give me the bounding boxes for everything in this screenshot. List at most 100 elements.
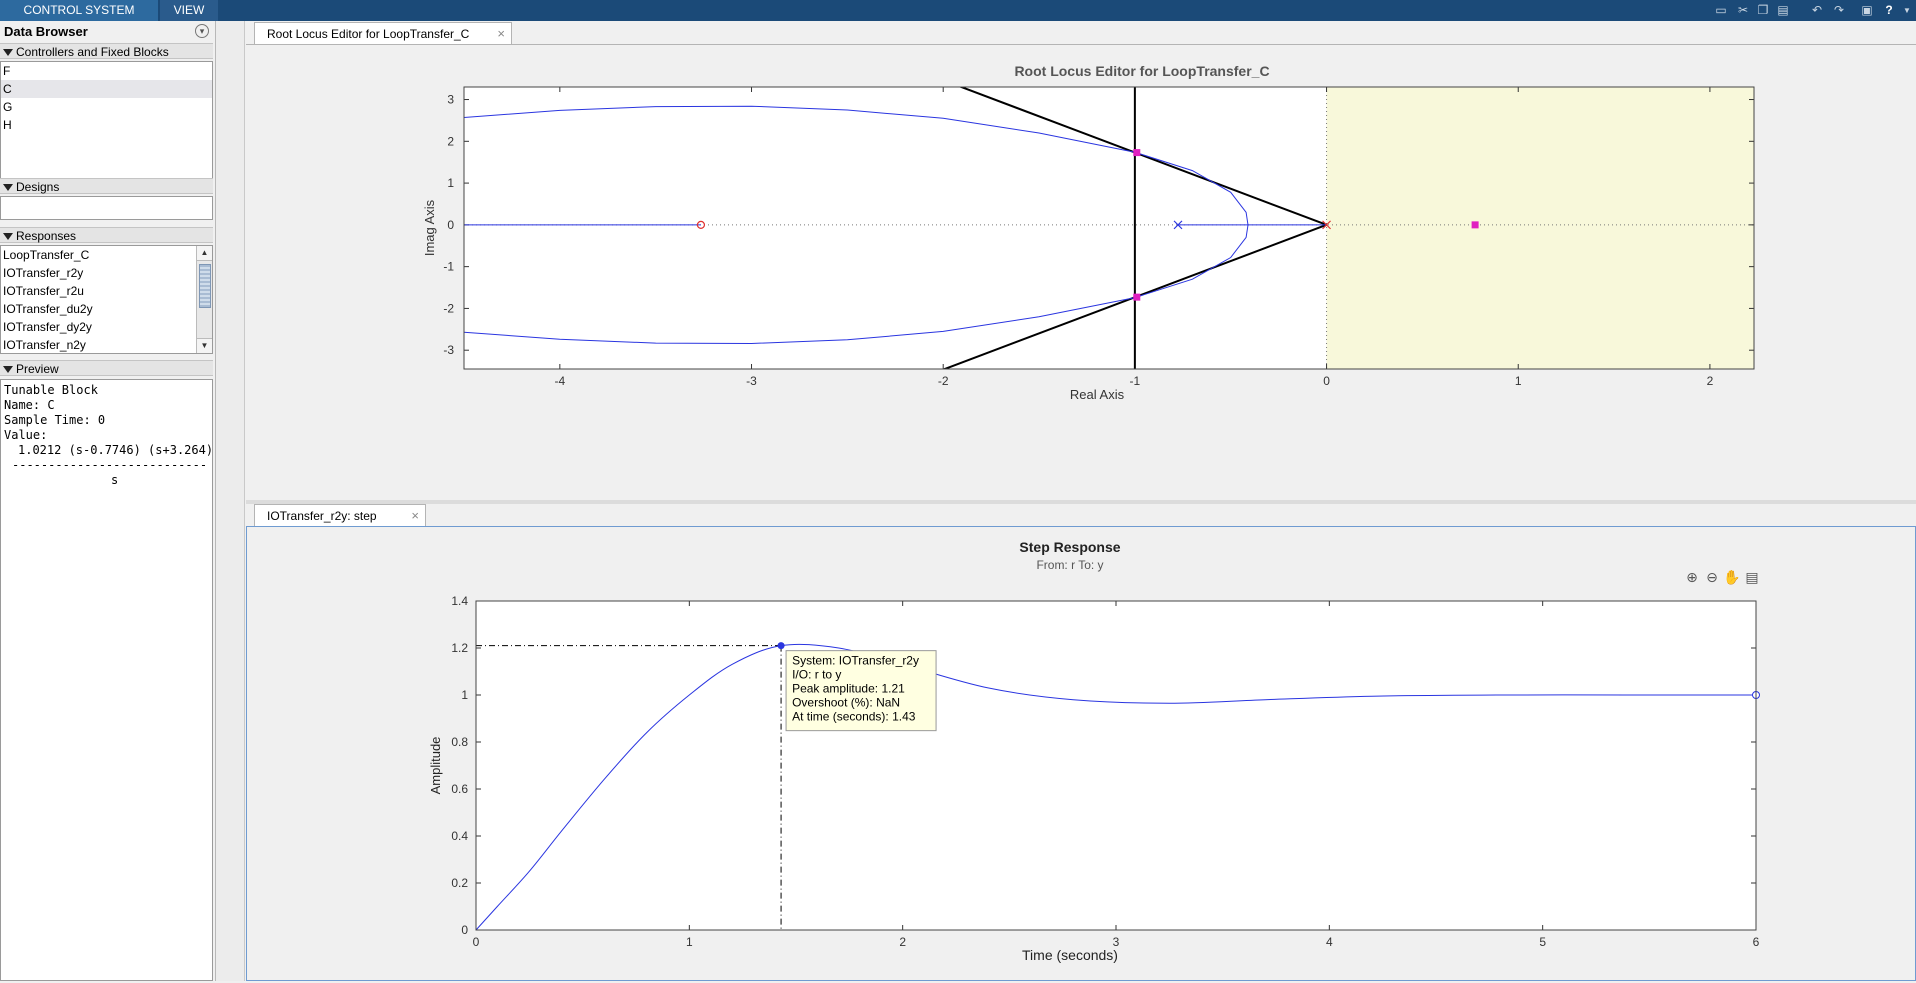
y-axis-label: Amplitude [428,737,443,795]
x-tick-label: -1 [1130,374,1141,388]
x-tick-label: 2 [899,935,906,949]
peak-marker [777,642,785,650]
y-tick-label: 1.2 [451,641,468,655]
y-tick-label: -3 [443,343,454,357]
list-item[interactable]: IOTransfer_dy2y [3,320,92,334]
closed-loop-pole-marker [1133,293,1141,301]
y-tick-label: 2 [447,134,454,148]
damping-constraint-line [958,87,1327,226]
pane-splitter[interactable] [246,500,1916,504]
copy-icon[interactable]: ❐ [1757,3,1769,17]
dropdown-icon[interactable]: ▼ [1903,6,1911,15]
x-tick-label: 3 [1113,935,1120,949]
plot-frame [463,86,1755,370]
tab-step-label: IOTransfer_r2y: step [267,509,377,523]
print-icon[interactable]: ▣ [1861,3,1873,17]
x-tick-label: -2 [938,374,949,388]
paste-icon[interactable]: ▤ [1777,3,1789,17]
closed-loop-pole-marker [1471,221,1479,229]
tab-step-response[interactable]: IOTransfer_r2y: step × [254,504,426,526]
responses-scrollbar[interactable]: ▲ ▼ [196,246,212,353]
chart-title: Root Locus Editor for LoopTransfer_C [1014,63,1269,79]
list-item[interactable]: F [3,64,11,78]
tab-control-system[interactable]: CONTROL SYSTEM [0,0,158,21]
preview-panel: Tunable Block Name: C Sample Time: 0 Val… [0,379,213,981]
tab-root-locus-label: Root Locus Editor for LoopTransfer_C [267,27,470,41]
open-loop-pole-marker [1322,220,1331,230]
data-browser-title: Data Browser [4,24,88,39]
controllers-section-header[interactable]: Controllers and Fixed Blocks [0,43,213,59]
x-axis-label: Real Axis [1070,387,1125,402]
scroll-thumb[interactable] [199,264,211,308]
y-tick-label: 1 [447,176,454,190]
responses-section-header[interactable]: Responses [0,227,213,243]
zoom-out-icon[interactable]: ⊖ [1706,569,1718,585]
panel-options-icon[interactable]: ▾ [195,24,209,38]
x-tick-label: 5 [1539,935,1546,949]
help-icon[interactable]: ? [1885,3,1893,17]
step-response-plot[interactable]: Step Response From: r To: y 0 1 2 3 4 5 6 0 0.2 0.4… [247,527,1915,980]
y-axis-label: Imag Axis [422,199,437,256]
save-icon[interactable]: ▭ [1715,3,1727,17]
y-tick-label: 0 [447,218,454,232]
responses-list[interactable]: LoopTransfer_C IOTransfer_r2y IOTransfer… [0,245,213,354]
redo-icon[interactable]: ↷ [1833,3,1845,17]
x-tick-label: 0 [473,935,480,949]
pan-hand-icon[interactable]: ✋ [1723,569,1740,585]
root-locus-pane: Root Locus Editor for LoopTransfer_C -4 -3… [246,44,1916,520]
open-loop-pole-marker [1173,220,1183,230]
root-locus-plot[interactable]: Root Locus Editor for LoopTransfer_C -4 -3… [246,45,1916,520]
x-tick-label: 0 [1323,374,1330,388]
list-item[interactable]: H [3,118,12,132]
datatip-time: At time (seconds): 1.43 [792,710,916,724]
list-item[interactable]: G [3,100,13,114]
preview-numerator: 1.0212 (s-0.7746) (s+3.264) [18,443,214,457]
designs-section-label: Designs [16,180,60,194]
locus-branch-lower [464,224,1249,345]
datatip-overshoot: Overshoot (%): NaN [792,696,900,710]
datatip-peak: Peak amplitude: 1.21 [792,682,905,696]
preview-section-header[interactable]: Preview [0,360,213,376]
closed-loop-pole-marker [1133,149,1141,157]
toolstrip: CONTROL SYSTEM VIEW ▭ ✂ ❐ ▤ ↶ ↷ ▣ ? ▼ [0,0,1916,21]
y-tick-label: 0.2 [451,876,468,890]
step-response-pane: Step Response From: r To: y 0 1 2 3 4 5 6 0 0.2 0.4… [246,526,1916,981]
legend-icon[interactable]: ▤ [1745,569,1758,585]
zoom-in-icon[interactable]: ⊕ [1686,569,1698,585]
close-icon[interactable]: × [497,26,505,41]
plot-area [476,601,1756,930]
close-icon[interactable]: × [411,508,419,523]
panel-splitter[interactable] [216,21,245,981]
list-item[interactable]: IOTransfer_n2y [3,338,86,352]
list-item[interactable]: LoopTransfer_C [3,248,90,262]
undo-icon[interactable]: ↶ [1811,3,1823,17]
cut-icon[interactable]: ✂ [1737,3,1749,17]
y-tick-label: 0 [461,923,468,937]
controllers-section-label: Controllers and Fixed Blocks [16,45,169,59]
locus-branch-upper [464,105,1249,225]
tab-view[interactable]: VIEW [160,0,218,21]
list-item[interactable]: C [1,80,212,98]
designs-list[interactable] [0,196,213,220]
locus-group [464,87,1327,369]
scroll-down-icon[interactable]: ▼ [197,338,212,353]
x-tick-label: 2 [1707,374,1714,388]
tab-root-locus-editor[interactable]: Root Locus Editor for LoopTransfer_C × [254,22,512,44]
list-item[interactable]: IOTransfer_du2y [3,302,93,316]
preview-line: Tunable Block [4,383,98,397]
designs-section-header[interactable]: Designs [0,178,213,194]
y-tick-label: 3 [447,93,454,107]
document-area: Root Locus Editor for LoopTransfer_C × R… [246,21,1916,981]
preview-divider: --------------------------- [12,458,208,472]
datatip-io: I/O: r to y [792,668,841,682]
list-item[interactable]: IOTransfer_r2u [3,284,84,298]
list-item[interactable]: IOTransfer_r2y [3,266,84,280]
preview-line: Name: C [4,398,55,412]
scroll-up-icon[interactable]: ▲ [197,246,212,261]
responses-section-label: Responses [16,229,77,243]
x-tick-label: 6 [1753,935,1760,949]
controllers-list[interactable]: F C G H [0,61,213,194]
collapse-triangle-icon [3,366,13,373]
y-tick-label: 0.8 [451,735,468,749]
x-axis-label: Time (seconds) [1022,947,1118,963]
